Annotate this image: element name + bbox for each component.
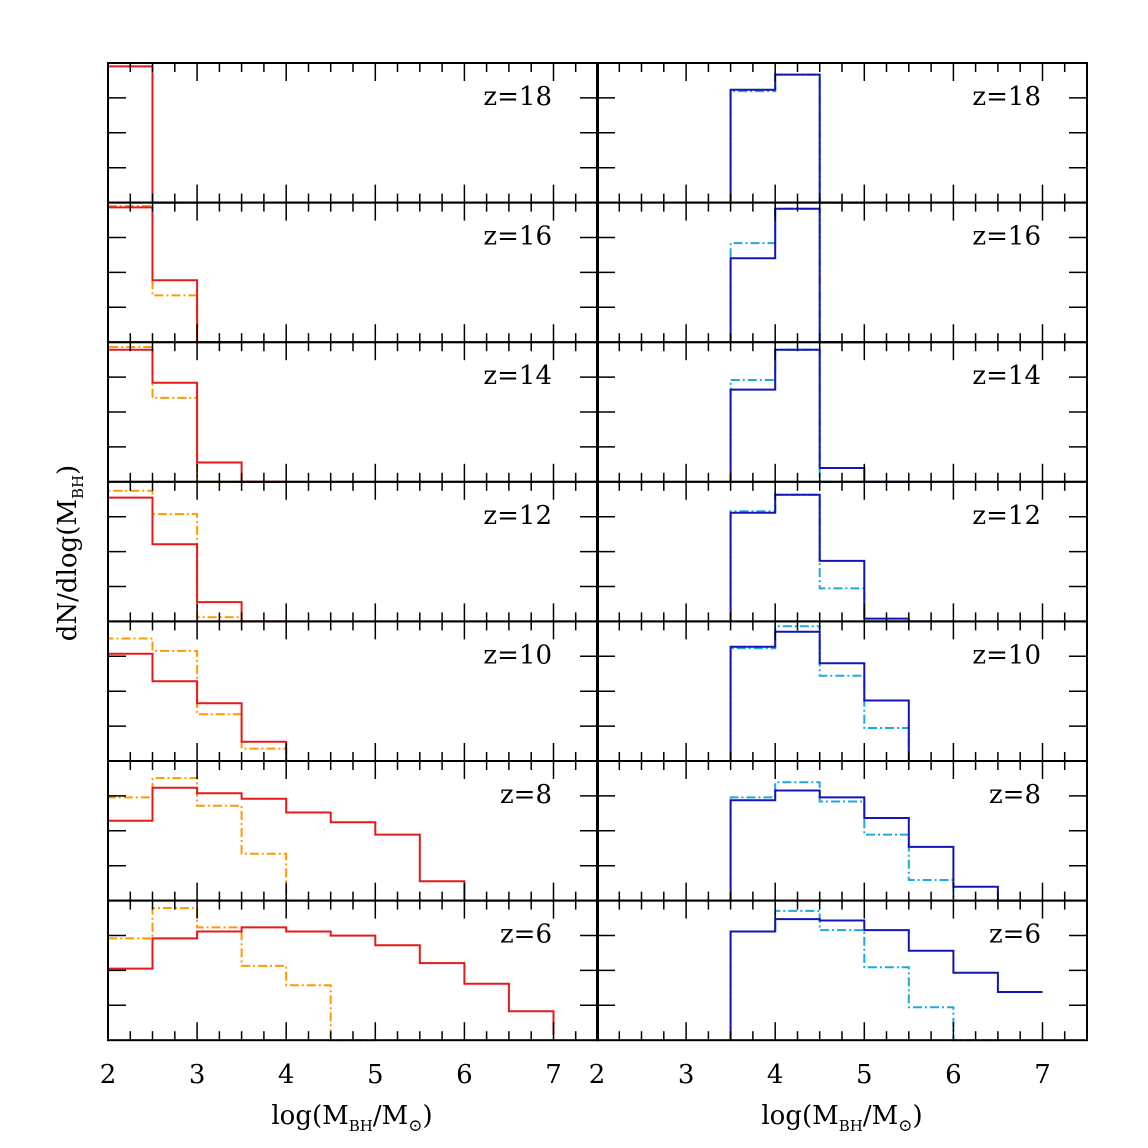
redshift-label: z=16: [483, 222, 552, 252]
labels-layer: log(MBH/M⊙) log(MBH/M⊙) dN/dlog(MBH): [53, 465, 923, 1136]
panel-right-7: z=6: [596, 899, 1088, 1042]
histogram-dash-dot-orange-row-2: [107, 205, 242, 344]
redshift-label: z=10: [972, 640, 1041, 670]
x-tick-label-left: 5: [367, 1060, 384, 1090]
x-tick-label-left: 4: [278, 1060, 295, 1090]
redshift-label: z=18: [972, 82, 1041, 112]
x-tick-label-right: 5: [856, 1060, 873, 1090]
histogram-dash-dot-orange-row-6: [107, 777, 331, 902]
x-tick-label-right: 3: [678, 1060, 695, 1090]
panel-right-1: z=18: [596, 62, 1088, 204]
redshift-label: z=14: [483, 361, 552, 391]
histogram-solid-blue-row-1: [729, 73, 865, 204]
panel-right-4: z=12: [596, 480, 1088, 623]
x-axis-label-right: log(MBH/M⊙): [761, 1101, 922, 1136]
panel-frame: [596, 899, 1088, 1042]
y-axis-label: dN/dlog(MBH): [53, 465, 87, 641]
histogram-dash-dot-cyan-row-1: [729, 73, 865, 204]
histogram-solid-blue-row-2: [729, 207, 865, 344]
x-tick-label-right: 6: [945, 1060, 962, 1090]
redshift-label: z=18: [483, 82, 552, 112]
histogram-dash-dot-orange-row-5: [107, 637, 331, 762]
x-tick-label-left: 2: [100, 1060, 117, 1090]
redshift-label: z=16: [972, 222, 1041, 252]
redshift-label: z=14: [972, 361, 1041, 391]
histogram-solid-red-row-3: [107, 348, 287, 483]
panel-left-5: z=10: [107, 620, 599, 763]
panels-layer: z=18 z=16 z=14 z=12 z=10 z=8 z=6 2 3 4 5 6 7 z=18 z=16…: [100, 62, 1088, 1090]
histogram-solid-red-row-6: [107, 786, 509, 902]
histogram-solid-blue-row-6: [729, 789, 1043, 902]
panel-left-2: z=16: [107, 201, 599, 344]
redshift-label: z=8: [500, 780, 552, 810]
redshift-label: z=6: [989, 920, 1041, 950]
panel-left-4: z=12: [107, 480, 599, 623]
panel-right-6: z=8: [596, 760, 1088, 902]
histogram-solid-blue-row-3: [729, 348, 909, 483]
redshift-label: z=6: [500, 920, 552, 950]
panel-right-3: z=14: [596, 341, 1088, 483]
histogram-solid-blue-row-4: [729, 493, 954, 623]
x-tick-label-right: 4: [767, 1060, 784, 1090]
histogram-solid-red-row-1: [107, 65, 198, 204]
histogram-solid-blue-row-5: [729, 630, 954, 762]
redshift-label: z=12: [483, 501, 552, 531]
panel-left-6: z=8: [107, 760, 599, 902]
x-tick-label-right: 7: [1034, 1060, 1051, 1090]
redshift-label: z=8: [989, 780, 1041, 810]
histogram-solid-red-row-7: [107, 926, 555, 1041]
redshift-label: z=12: [972, 501, 1041, 531]
panel-left-3: z=14: [107, 341, 599, 483]
histogram-dash-dot-cyan-row-2: [729, 207, 865, 344]
panel-right-2: z=16: [596, 201, 1088, 344]
panel-left-1: z=18: [107, 62, 599, 204]
histogram-solid-red-row-2: [107, 206, 242, 344]
histogram-solid-blue-row-7: [729, 918, 1043, 1041]
x-tick-label-left: 7: [545, 1060, 562, 1090]
x-axis-label-left: log(MBH/M⊙): [271, 1101, 432, 1136]
histogram-dash-dot-cyan-row-3: [729, 348, 865, 483]
x-tick-label-right: 2: [589, 1060, 606, 1090]
x-tick-label-left: 3: [189, 1060, 206, 1090]
histogram-solid-red-row-5: [107, 652, 331, 762]
panel-right-5: z=10: [596, 620, 1088, 763]
redshift-label: z=10: [483, 640, 552, 670]
panel-left-7: z=6: [107, 899, 599, 1042]
x-tick-label-left: 6: [456, 1060, 473, 1090]
